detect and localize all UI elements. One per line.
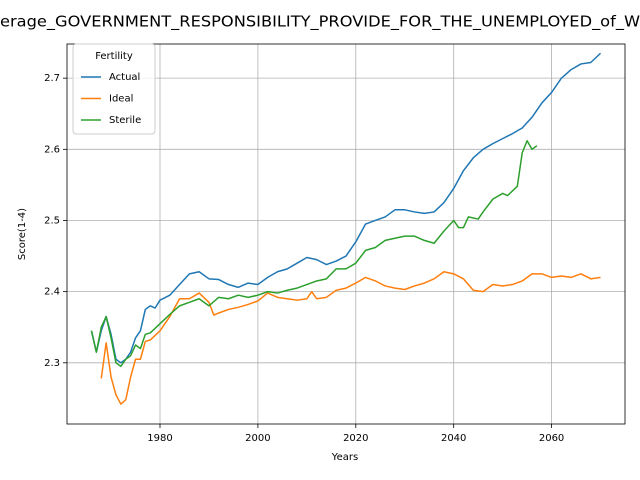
x-tick-label: 1980 [147,433,172,444]
y-tick-label: 2.7 [44,73,60,84]
plot-frame [66,43,626,425]
x-tick-label: 2060 [539,433,564,444]
y-tick-label: 2.5 [44,215,60,226]
x-tick-label: 2000 [245,433,270,444]
x-axis-label: Years [331,452,358,463]
series-line [100,270,601,405]
y-tick-label: 2.4 [44,287,60,298]
y-axis-label: Score(1-4) [17,208,28,260]
y-tick-label: 2.3 [44,358,60,369]
legend-label: Ideal [109,94,133,105]
legend-label: Actual [109,72,140,83]
series-line [90,52,602,364]
y-tick-label: 2.6 [44,144,60,155]
legend-title: Fertility [95,51,133,62]
x-tick-label: 2020 [343,433,368,444]
series-line [90,140,538,368]
legend-label: Sterile [109,115,141,126]
legend-box [72,43,156,135]
x-tick-label: 2040 [441,433,466,444]
chart-title: erage_GOVERNMENT_RESPONSIBILITY_PROVIDE_… [0,13,640,32]
